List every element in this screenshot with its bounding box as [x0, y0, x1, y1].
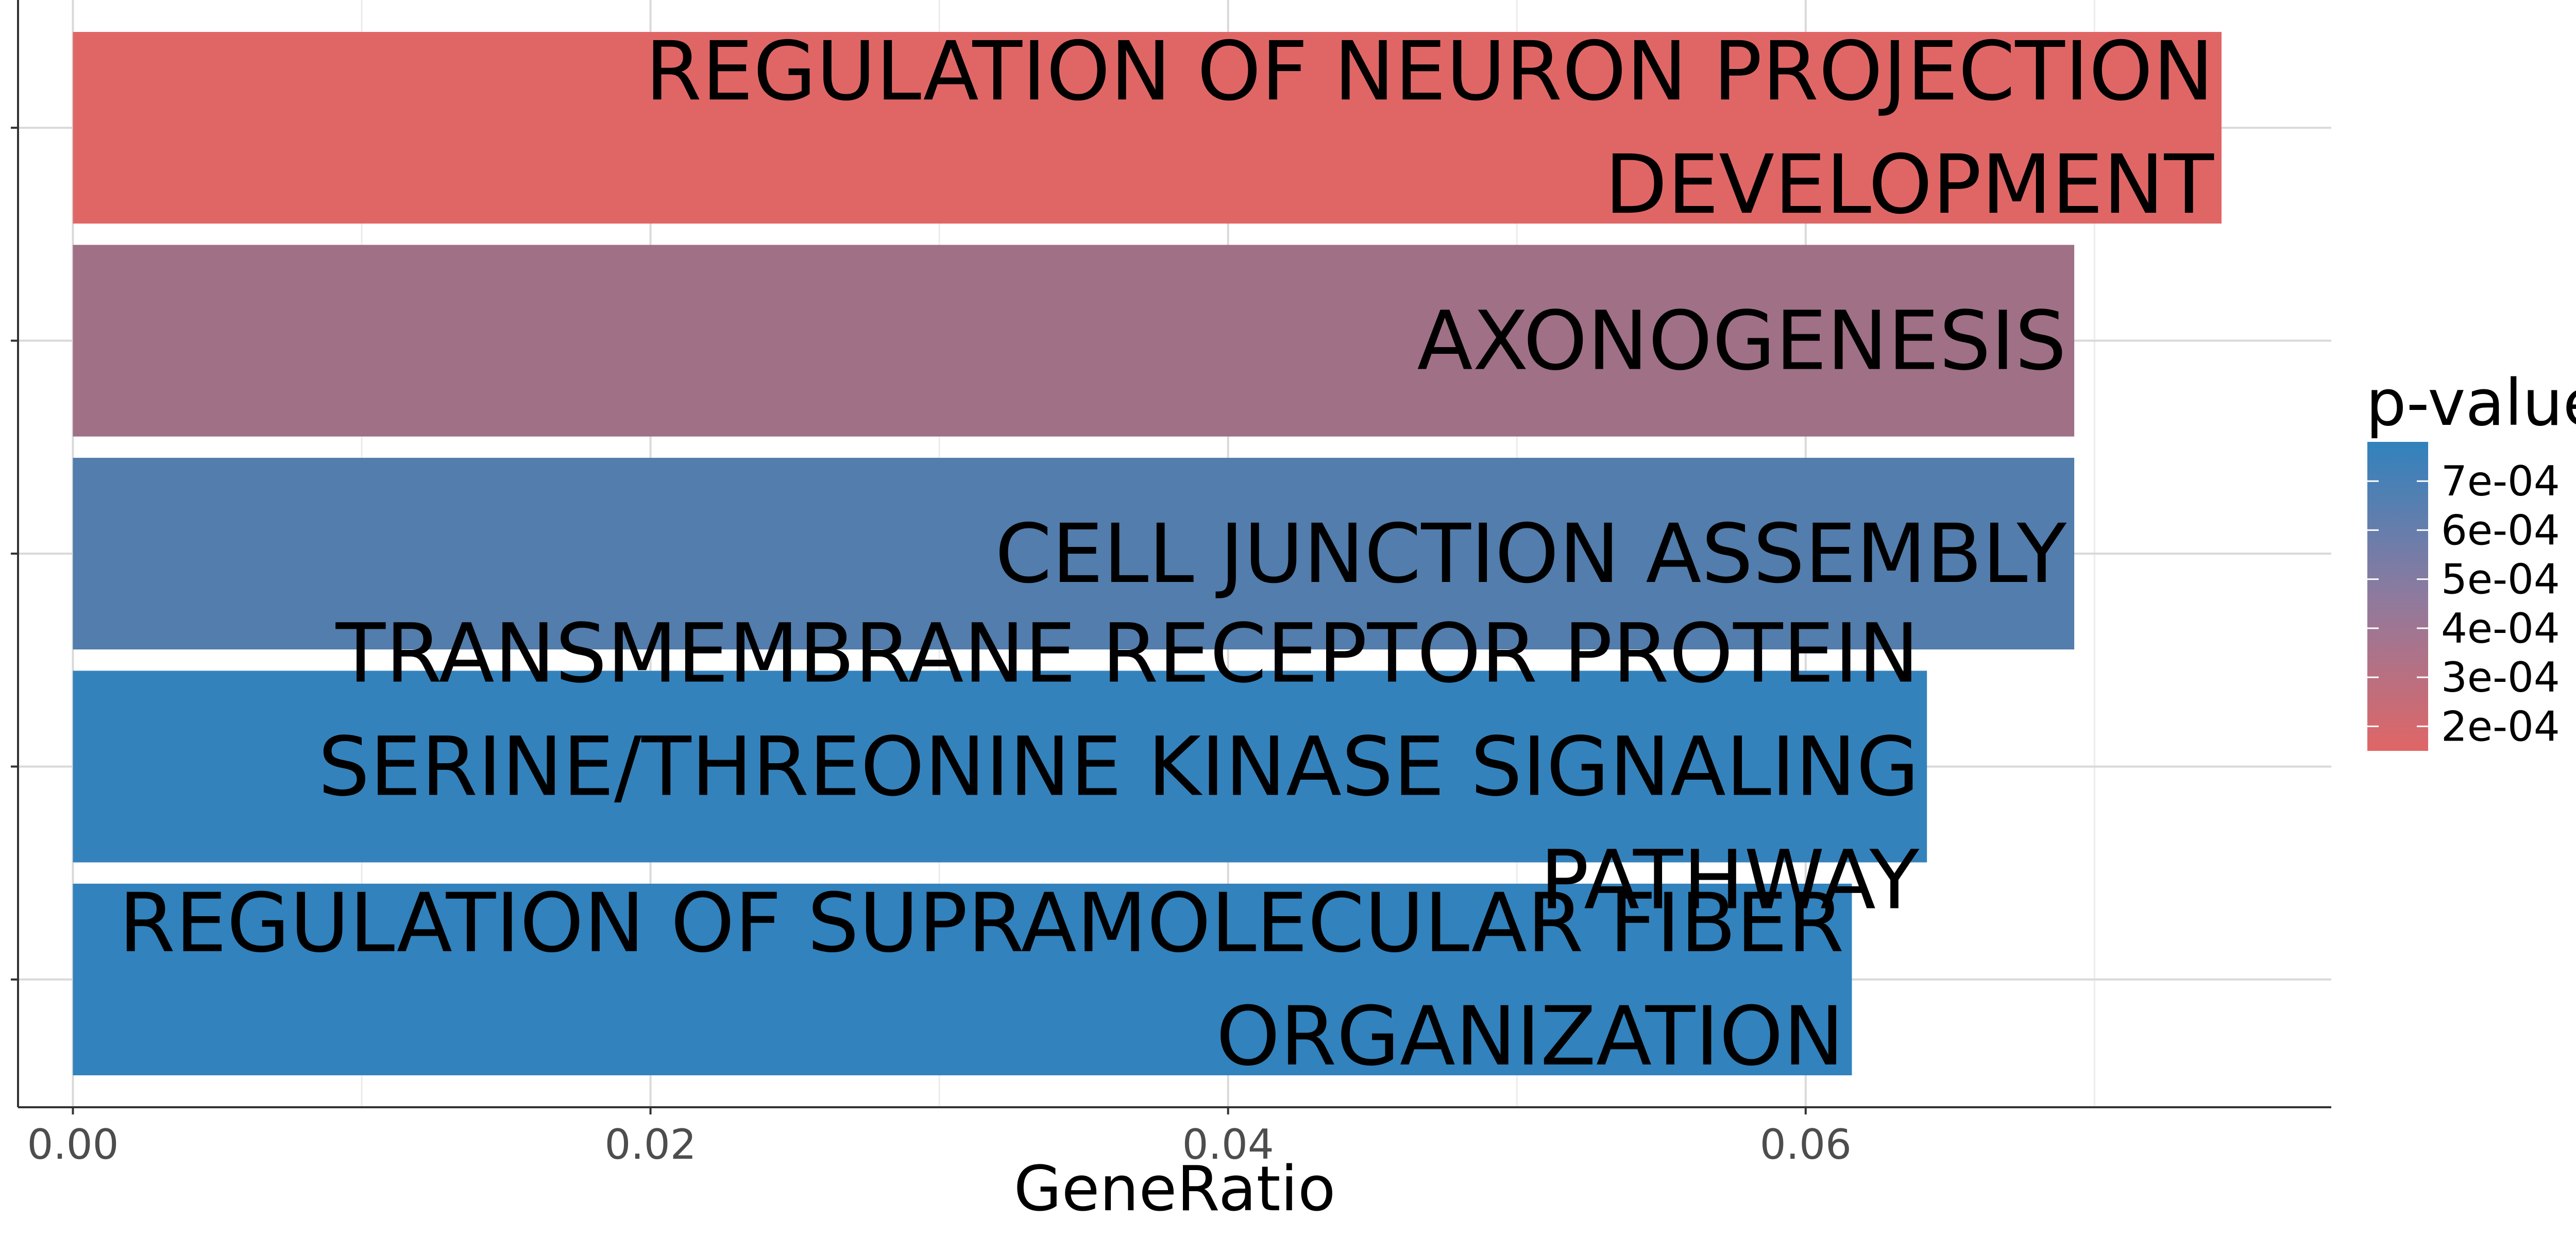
legend-label: 4e-04: [2441, 605, 2560, 653]
x-axis-title: GeneRatio: [1014, 1154, 1336, 1225]
bar-label: TRANSMEMBRANE RECEPTOR PROTEIN SERINE/THR…: [318, 606, 1919, 928]
legend-label: 7e-04: [2441, 457, 2560, 505]
legend-label: 6e-04: [2441, 506, 2560, 554]
bars: [73, 32, 2222, 1075]
bar: [73, 245, 2075, 437]
bar-label: AXONOGENESIS: [1417, 294, 2067, 389]
bar-label-line: DEVELOPMENT: [1605, 138, 2214, 232]
legend-label: 3e-04: [2441, 654, 2560, 701]
bar-labels: REGULATION OF NEURON PROJECTION DEVELOPME…: [119, 24, 2214, 1084]
bar-label-line: AXONOGENESIS: [1417, 294, 2067, 389]
bar: [73, 883, 1852, 1075]
bar-label: REGULATION OF NEURON PROJECTION DEVELOPME…: [645, 24, 2214, 232]
x-tick-label: 0.00: [27, 1121, 118, 1169]
bar-label-line: TRANSMEMBRANE RECEPTOR PROTEIN: [335, 606, 1920, 701]
bar-label-line: ORGANIZATION: [1216, 989, 1844, 1084]
x-tick-label: 0.06: [1760, 1121, 1852, 1169]
bar: [73, 671, 1927, 863]
bar-label: CELL JUNCTION ASSEMBLY: [995, 507, 2066, 602]
x-tick-label: 0.04: [1182, 1121, 1274, 1169]
bar-label-line: REGULATION OF SUPRAMOLECULAR FIBER: [119, 876, 1844, 971]
axes: [11, 0, 2331, 1114]
bar-label-line: PATHWAY: [1540, 833, 1920, 928]
legend-colorbar: [2367, 442, 2428, 751]
legend-label: 5e-04: [2441, 556, 2560, 604]
legend-title: p-value: [2366, 366, 2576, 440]
bar-label-line: CELL JUNCTION ASSEMBLY: [995, 507, 2066, 602]
bar-label-line: SERINE/THREONINE KINASE SIGNALING: [318, 719, 1919, 814]
x-tick-label: 0.02: [605, 1121, 697, 1169]
bar: [73, 32, 2222, 224]
bar: [73, 457, 2075, 650]
bar-label-line: REGULATION OF NEURON PROJECTION: [645, 24, 2214, 119]
legend-label: 2e-04: [2441, 702, 2560, 750]
legend-ticks: [2367, 480, 2428, 727]
x-tick-labels: 0.00 0.02 0.04 0.06: [27, 1121, 1851, 1169]
bar-label: REGULATION OF SUPRAMOLECULAR FIBER ORGANI…: [119, 876, 1844, 1084]
